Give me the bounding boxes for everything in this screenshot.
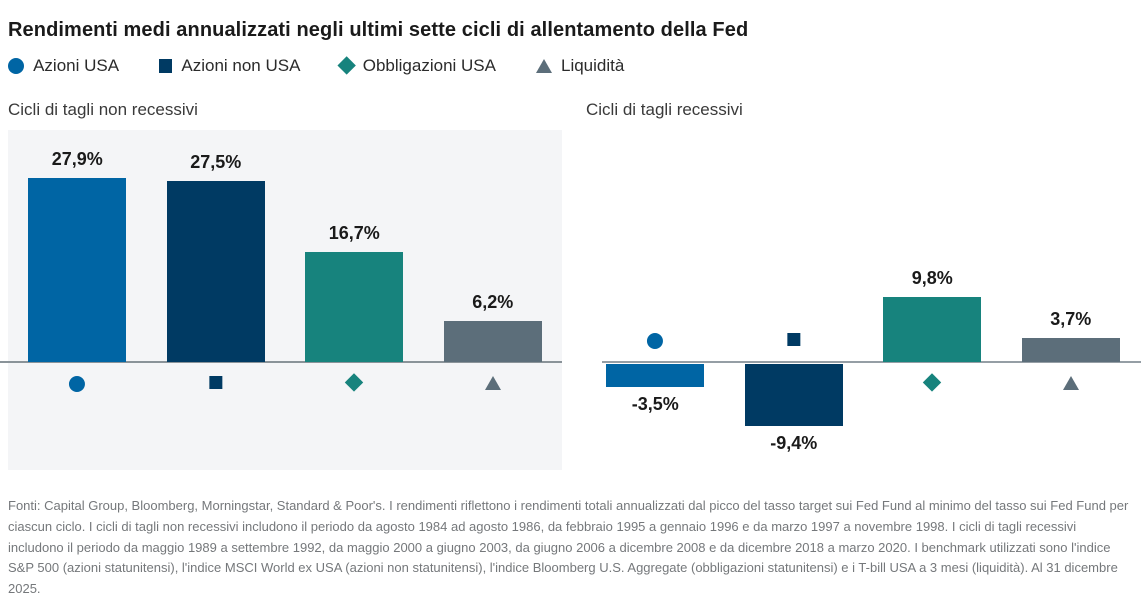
panel-non-recessive-cuts: Cicli di tagli non recessivi 27,9% 27,5% 1… (0, 100, 563, 470)
bar (606, 364, 705, 388)
bar-value-label: 9,8% (911, 268, 953, 289)
legend-label: Liquidità (561, 56, 625, 75)
diamond-icon (344, 373, 364, 393)
chart-legend: Azioni USA Azioni non USA Obbligazioni USA… (8, 56, 624, 76)
square-icon (209, 376, 223, 390)
legend-label: Azioni non USA (181, 56, 301, 75)
legend-item-square: Azioni non USA (159, 56, 300, 76)
panel-title-recessive: Cicli di tagli recessivi (586, 100, 743, 119)
bar-slot-azioni-non-usa: -9,4% (725, 130, 864, 470)
bar-slot-liquidit-: 6,2% (424, 130, 563, 470)
bar-value-label: -3,5% (631, 394, 679, 415)
circle-icon (69, 376, 86, 393)
page-title: Rendimenti medi annualizzati negli ultim… (8, 19, 749, 42)
circle-icon (8, 57, 25, 75)
legend-label: Obbligazioni USA (362, 56, 496, 75)
legend-item-triangle: Liquidità (536, 56, 624, 76)
panel-title-non-recessive: Cicli di tagli non recessivi (8, 100, 198, 119)
bar (28, 177, 127, 362)
legend-item-diamond: Obbligazioni USA (337, 56, 496, 76)
bar (305, 251, 404, 362)
square-icon (787, 333, 801, 347)
diamond-icon (337, 56, 357, 76)
bar-slot-azioni-usa: 27,9% (8, 130, 147, 470)
bar (443, 321, 542, 362)
bar-chart-non-recessive: 27,9% 27,5% 16,7% 6,2% (0, 130, 563, 470)
triangle-icon (484, 376, 501, 390)
bar-slot-obbligazioni-usa: 9,8% (863, 130, 1002, 470)
bar (744, 364, 843, 427)
source-footnote: Fonti: Capital Group, Bloomberg, Morning… (8, 498, 1129, 597)
bar-value-label: 27,5% (190, 151, 242, 172)
bar (166, 180, 265, 362)
bar-chart-recessive: -3,5% -9,4% 9,8% 3,7% (586, 130, 1141, 470)
legend-label: Azioni USA (33, 56, 120, 75)
bar-value-label: 3,7% (1050, 308, 1092, 329)
x-axis-line (0, 361, 562, 363)
bar-value-label: 6,2% (472, 292, 514, 313)
bar-value-label: -9,4% (770, 433, 818, 454)
bar-value-label: 27,9% (51, 148, 103, 169)
bar-slot-liquidit-: 3,7% (1002, 130, 1141, 470)
triangle-icon (536, 59, 552, 73)
bar (883, 297, 982, 362)
legend-item-circle: Azioni USA (8, 56, 119, 76)
circle-icon (647, 333, 664, 350)
panel-recessive-cuts: Cicli di tagli recessivi -3,5% -9,4% 9,8% 3… (586, 100, 1141, 470)
bar (1021, 337, 1120, 362)
bar-slot-azioni-usa: -3,5% (586, 130, 725, 470)
x-axis-line (602, 361, 1141, 363)
diamond-icon (922, 373, 942, 393)
bar-slot-azioni-non-usa: 27,5% (147, 130, 286, 470)
square-icon (159, 59, 173, 73)
triangle-icon (1062, 376, 1079, 390)
bar-slot-obbligazioni-usa: 16,7% (285, 130, 424, 470)
bar-value-label: 16,7% (328, 222, 380, 243)
